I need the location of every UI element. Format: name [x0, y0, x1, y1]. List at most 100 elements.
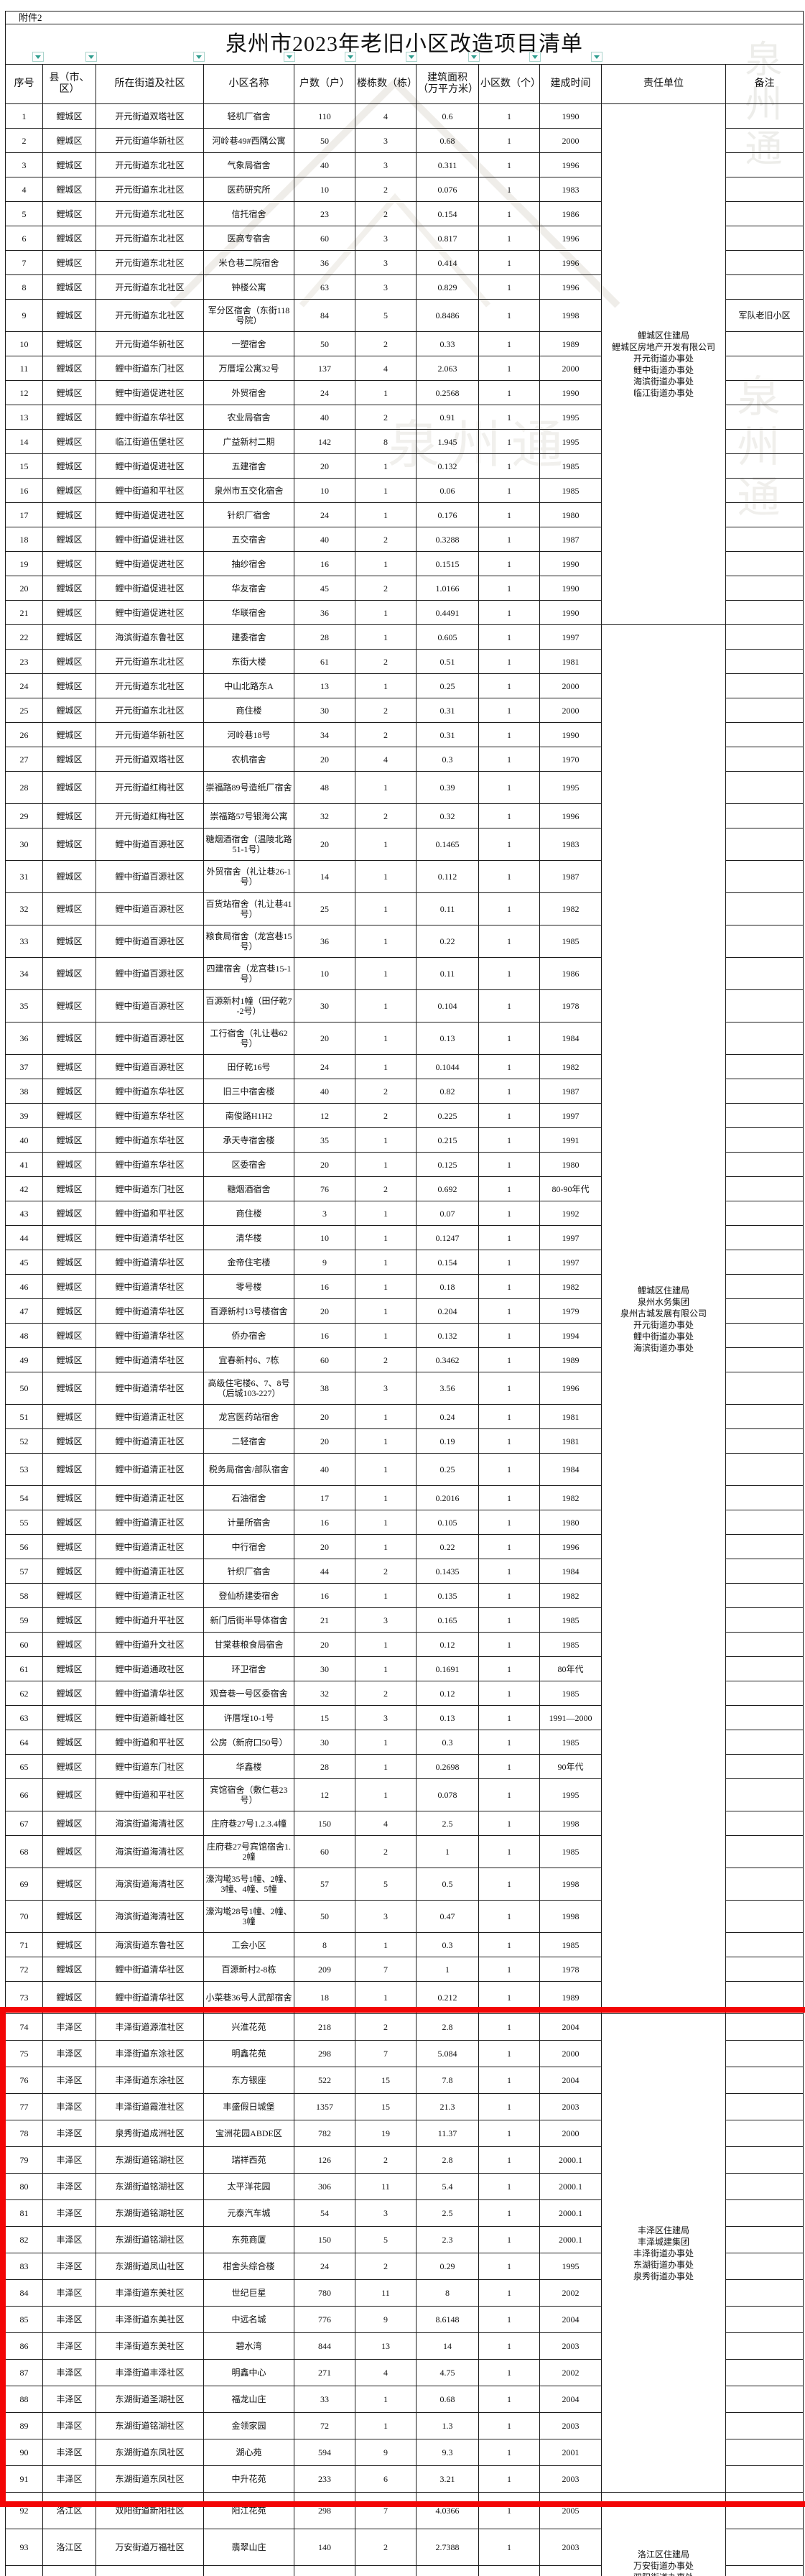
cell-households[interactable]: 137	[294, 356, 355, 381]
cell-street[interactable]: 鲤中街道清华社区	[96, 1250, 204, 1275]
cell-name[interactable]: 河岭巷18号	[203, 722, 294, 747]
cell-area[interactable]: 0.132	[416, 453, 479, 479]
cell-remark[interactable]	[725, 226, 804, 251]
filter-dropdown-icon[interactable]	[468, 52, 480, 62]
cell-no[interactable]: 15	[5, 453, 43, 479]
cell-street[interactable]: 鲤中街道促进社区	[96, 576, 204, 601]
cell-count[interactable]: 1	[478, 1372, 540, 1405]
cell-households[interactable]: 233	[294, 2465, 355, 2493]
cell-area[interactable]: 2.063	[416, 356, 479, 381]
cell-buildings[interactable]: 2	[355, 803, 417, 828]
cell-count[interactable]: 1	[478, 103, 540, 129]
cell-area[interactable]: 0.1435	[416, 1559, 479, 1584]
cell-no[interactable]: 7	[5, 250, 43, 275]
cell-buildings[interactable]: 1	[355, 551, 417, 576]
cell-buildings[interactable]: 1	[355, 1632, 417, 1657]
cell-count[interactable]: 1	[478, 2120, 540, 2147]
cell-area[interactable]: 0.3	[416, 747, 479, 772]
cell-households[interactable]: 209	[294, 1957, 355, 1982]
cell-households[interactable]: 3	[294, 1201, 355, 1226]
cell-name[interactable]: 河岭巷49#西隅公寓	[203, 128, 294, 153]
cell-district[interactable]: 鲤城区	[42, 1534, 96, 1559]
cell-district[interactable]: 鲤城区	[42, 1022, 96, 1055]
column-header-responsible[interactable]: 责任单位	[601, 64, 726, 104]
cell-name[interactable]: 碧水湾	[203, 2332, 294, 2360]
cell-households[interactable]: 15	[294, 1705, 355, 1730]
cell-no[interactable]: 12	[5, 380, 43, 405]
cell-no[interactable]: 31	[5, 860, 43, 893]
cell-no[interactable]: 22	[5, 624, 43, 650]
cell-year[interactable]: 1987	[539, 1079, 602, 1104]
cell-count[interactable]: 1	[478, 1298, 540, 1324]
cell-buildings[interactable]: 1	[355, 1453, 417, 1486]
cell-buildings[interactable]: 3	[355, 250, 417, 275]
cell-year[interactable]: 2000	[539, 128, 602, 153]
cell-no[interactable]: 30	[5, 828, 43, 861]
cell-district[interactable]: 鲤城区	[42, 1559, 96, 1584]
cell-street[interactable]: 鲤中街道清正社区	[96, 1453, 204, 1486]
cell-remark[interactable]	[725, 2565, 804, 2576]
cell-street[interactable]: 鲤中街道清正社区	[96, 1510, 204, 1535]
cell-households[interactable]: 28	[294, 624, 355, 650]
cell-name[interactable]: 兴淮花苑	[203, 2013, 294, 2041]
cell-count[interactable]: 1	[478, 1607, 540, 1633]
cell-remark[interactable]	[725, 1534, 804, 1559]
cell-street[interactable]: 丰泽街道霞淮社区	[96, 2093, 204, 2120]
cell-district[interactable]: 鲤城区	[42, 1811, 96, 1836]
cell-buildings[interactable]: 1	[355, 925, 417, 958]
cell-households[interactable]: 110	[294, 103, 355, 129]
filter-dropdown-icon[interactable]	[345, 52, 356, 62]
cell-district[interactable]: 鲤城区	[42, 527, 96, 552]
cell-year[interactable]: 1978	[539, 989, 602, 1022]
cell-remark[interactable]	[725, 722, 804, 747]
cell-remark[interactable]	[725, 1347, 804, 1372]
cell-no[interactable]: 49	[5, 1347, 43, 1372]
cell-area[interactable]: 0.12	[416, 1681, 479, 1706]
cell-year[interactable]: 2005	[539, 2565, 602, 2576]
cell-remark[interactable]	[725, 1323, 804, 1348]
cell-no[interactable]: 33	[5, 925, 43, 958]
cell-name[interactable]: 四建宿舍（龙宫巷15-1号）	[203, 957, 294, 990]
cell-remark[interactable]	[725, 2146, 804, 2174]
cell-street[interactable]: 开元街道华新社区	[96, 331, 204, 356]
column-header-district[interactable]: 县（市、区）	[42, 64, 96, 104]
cell-count[interactable]: 1	[478, 2279, 540, 2307]
cell-year[interactable]: 1995	[539, 429, 602, 454]
cell-buildings[interactable]: 1	[355, 1932, 417, 1957]
cell-buildings[interactable]: 11	[355, 2279, 417, 2307]
cell-remark[interactable]	[725, 2199, 804, 2227]
cell-households[interactable]: 50	[294, 1900, 355, 1933]
cell-buildings[interactable]: 2	[355, 331, 417, 356]
cell-street[interactable]: 鲤中街道百源社区	[96, 989, 204, 1022]
cell-street[interactable]: 鲤中街道和平社区	[96, 1778, 204, 1811]
cell-no[interactable]: 32	[5, 892, 43, 925]
cell-households[interactable]: 13	[294, 673, 355, 698]
cell-year[interactable]: 1995	[539, 771, 602, 804]
cell-district[interactable]: 鲤城区	[42, 1932, 96, 1957]
cell-street[interactable]: 鲤中街道东华社区	[96, 1079, 204, 1104]
cell-district[interactable]: 丰泽区	[42, 2093, 96, 2120]
column-header-area[interactable]: 建筑面积（万平方米）	[416, 64, 479, 104]
cell-street[interactable]: 鲤中街道东华社区	[96, 405, 204, 430]
cell-no[interactable]: 85	[5, 2306, 43, 2333]
cell-name[interactable]: 米仓巷二院宿舍	[203, 250, 294, 275]
cell-no[interactable]: 16	[5, 478, 43, 503]
cell-no[interactable]: 13	[5, 405, 43, 430]
cell-households[interactable]: 45	[294, 576, 355, 601]
cell-count[interactable]: 1	[478, 2093, 540, 2120]
cell-remark[interactable]	[725, 1225, 804, 1250]
cell-households[interactable]: 40	[294, 527, 355, 552]
cell-remark[interactable]	[725, 1510, 804, 1535]
cell-no[interactable]: 80	[5, 2173, 43, 2200]
cell-name[interactable]: 小菜巷36号人武部宿舍	[203, 1981, 294, 2014]
cell-area[interactable]: 0.31	[416, 698, 479, 723]
cell-area[interactable]: 2.5	[416, 1811, 479, 1836]
cell-no[interactable]: 50	[5, 1372, 43, 1405]
cell-street[interactable]: 开元街道双塔社区	[96, 103, 204, 129]
cell-year[interactable]: 1984	[539, 1559, 602, 1584]
cell-remark[interactable]	[725, 405, 804, 430]
cell-count[interactable]: 1	[478, 2226, 540, 2253]
cell-district[interactable]: 鲤城区	[42, 747, 96, 772]
cell-no[interactable]: 93	[5, 2529, 43, 2566]
cell-remark[interactable]	[725, 2359, 804, 2386]
